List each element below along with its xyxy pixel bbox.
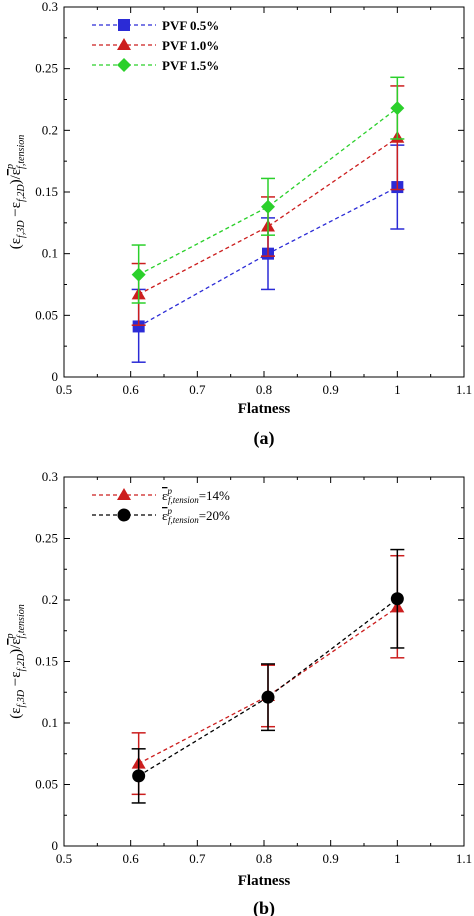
- y-tick-label: 0.1: [42, 246, 58, 261]
- x-tick-label: 0.8: [256, 382, 272, 397]
- x-tick-label: 1: [394, 851, 401, 866]
- legend-label: εp f,tension=20%: [162, 506, 230, 525]
- label-part: ε: [162, 508, 168, 523]
- x-axis-label: Flatness: [238, 401, 291, 417]
- data-point: [390, 101, 405, 116]
- y-tick-label: 0.05: [35, 307, 58, 322]
- plot-frame: [63, 476, 465, 847]
- legend: PVF 0.5% PVF 1.0% PVF 1.5%: [92, 18, 219, 73]
- label-part: f,3D: [16, 220, 27, 238]
- label-part: )/: [8, 644, 24, 654]
- legend-marker: [117, 58, 131, 72]
- label-part: ε: [162, 488, 168, 503]
- y-axis-label: (εf,3D −εf,2D)/εpf,tension: [5, 604, 27, 718]
- legend-marker: [117, 508, 131, 522]
- y-tick-label: 0: [52, 369, 59, 384]
- legend-marker: [117, 38, 131, 50]
- label-part: f,3D: [16, 689, 27, 707]
- label-part: p: [5, 164, 16, 170]
- label-part: −ε: [8, 671, 24, 690]
- label-part: ε: [8, 169, 24, 175]
- y-tick-label: 0.2: [42, 122, 58, 137]
- y-tick-label: 0.3: [42, 0, 58, 14]
- label-part: f,tension: [168, 495, 199, 505]
- y-tick-label: 0.2: [42, 592, 58, 607]
- x-tick-label: 1.1: [456, 382, 472, 397]
- chart-panel-1: 0.5 0.6 0.7 0.8 0.9 1 1.1 0 0.05 0.1 0.15 0.2 0.25 0.…: [5, 0, 472, 449]
- panel-label: (a): [254, 428, 275, 449]
- y-axis-label: (εf,3D −εf,2D)/εpf,tension: [5, 135, 27, 249]
- label-part: −ε: [8, 202, 24, 221]
- series-2: [131, 548, 405, 804]
- series-line: [138, 107, 398, 276]
- y-tick-label: 0.25: [35, 61, 58, 76]
- y-tick-label: 0.3: [42, 469, 58, 484]
- data-point: [390, 592, 404, 606]
- label-part: f,tension: [16, 604, 27, 638]
- y-tick-label: 0.15: [35, 654, 58, 669]
- label-part: )/: [8, 174, 24, 184]
- legend-label: PVF 1.0%: [162, 38, 219, 53]
- x-axis-label: Flatness: [238, 873, 291, 889]
- x-tick-label: 0.7: [189, 851, 206, 866]
- series-3: [131, 76, 405, 304]
- label-part: f,tension: [168, 515, 199, 525]
- x-tick-label: 0.5: [56, 851, 72, 866]
- label-part: p: [5, 633, 16, 639]
- data-point: [132, 769, 146, 783]
- y-tick-label: 0.15: [35, 184, 58, 199]
- y-tick-label: 0.25: [35, 531, 58, 546]
- label-part: (ε: [8, 238, 24, 249]
- data-point: [131, 267, 146, 282]
- label-part: f,tension: [16, 135, 27, 169]
- x-tick-label: 0.9: [323, 851, 339, 866]
- data-point: [132, 320, 145, 333]
- x-tick-label: 0.6: [123, 382, 140, 397]
- data-point: [261, 690, 275, 704]
- legend-label: PVF 0.5%: [162, 18, 219, 33]
- data-point: [261, 199, 275, 214]
- label-part: =14%: [199, 488, 230, 503]
- label-part: f,2D: [16, 184, 27, 202]
- panel-label: (b): [253, 898, 275, 916]
- x-tick-label: 1.1: [456, 851, 472, 866]
- x-tick-label: 0.9: [323, 382, 339, 397]
- x-tick-label: 0.6: [123, 851, 140, 866]
- x-tick-label: 0.5: [56, 382, 72, 397]
- y-tick-label: 0.05: [35, 777, 58, 792]
- x-tick-label: 0.7: [189, 382, 206, 397]
- legend-marker: [118, 19, 130, 31]
- legend-label: PVF 1.5%: [162, 58, 219, 73]
- label-part: ε: [8, 638, 24, 644]
- x-tick-label: 1: [394, 382, 401, 397]
- y-tick-label: 0: [52, 838, 59, 853]
- label-part: =20%: [199, 508, 230, 523]
- label-part: p: [166, 506, 172, 516]
- legend: εp f,tension=14%εp f,tension=20%: [92, 486, 230, 525]
- legend-marker: [117, 488, 131, 500]
- label-part: p: [166, 486, 172, 496]
- series-line: [138, 598, 398, 777]
- label-part: (ε: [8, 707, 24, 718]
- y-tick-label: 0.1: [42, 715, 58, 730]
- label-part: f,2D: [16, 653, 27, 671]
- legend-label: εp f,tension=14%: [162, 486, 230, 505]
- x-tick-label: 0.8: [256, 851, 272, 866]
- chart-panel-2: 0.5 0.6 0.7 0.8 0.9 1 1.1 0 0.05 0.1 0.15 0.2 0.25 0.…: [5, 469, 472, 916]
